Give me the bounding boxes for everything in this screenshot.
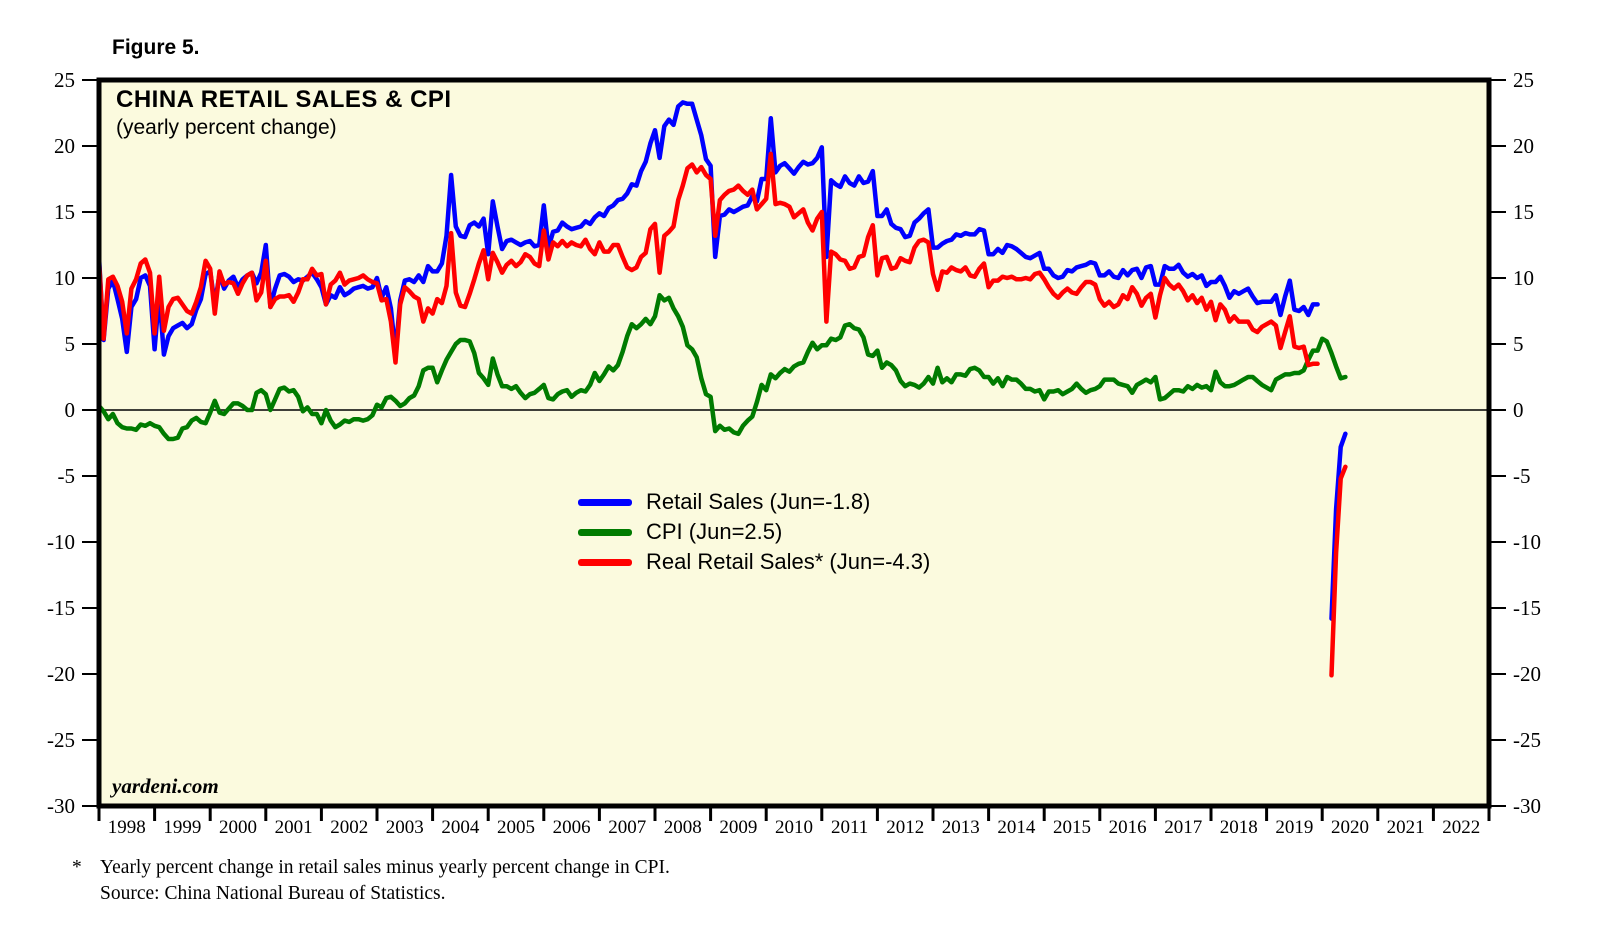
y-axis: 25 25 20 20 15 15 10 10 5 5 0 0 -5 -5 -10 -10 -15 -15 -20 -… bbox=[47, 68, 1541, 818]
cpi-line-swatch bbox=[578, 528, 632, 536]
footnote: * Yearly percent change in retail sales … bbox=[72, 855, 670, 907]
x-axis-label: 2006 bbox=[553, 817, 591, 838]
y-axis-label-left: 20 bbox=[54, 134, 75, 158]
y-axis-label-right: -5 bbox=[1513, 464, 1531, 488]
x-axis-label: 2017 bbox=[1164, 817, 1202, 838]
legend-label-real-retail-sales: Real Retail Sales* (Jun=-4.3) bbox=[646, 549, 931, 574]
y-axis-label-left: -30 bbox=[47, 794, 75, 818]
x-axis-label: 2007 bbox=[608, 817, 646, 838]
x-axis-label: 2009 bbox=[719, 817, 757, 838]
legend-row-cpi: CPI (Jun=2.5) bbox=[578, 517, 930, 547]
x-axis-label: 2014 bbox=[997, 817, 1036, 838]
x-axis-label: 2021 bbox=[1387, 817, 1425, 838]
y-axis-label-left: 5 bbox=[65, 332, 76, 356]
x-axis-label: 2012 bbox=[886, 817, 924, 838]
footnote-line-1: Yearly percent change in retail sales mi… bbox=[100, 857, 670, 878]
x-axis-label: 2004 bbox=[441, 817, 480, 838]
x-axis-label: 2022 bbox=[1442, 817, 1480, 838]
legend-label-retail-sales: Retail Sales (Jun=-1.8) bbox=[646, 489, 871, 514]
legend-label-cpi: CPI (Jun=2.5) bbox=[646, 519, 783, 544]
y-axis-label-left: 25 bbox=[54, 68, 75, 92]
x-axis-label: 2000 bbox=[219, 817, 257, 838]
y-axis-label-right: -30 bbox=[1513, 794, 1541, 818]
x-axis-label: 2005 bbox=[497, 817, 535, 838]
x-axis-label: 2020 bbox=[1331, 817, 1369, 838]
figure-label: Figure 5. bbox=[112, 36, 200, 59]
y-axis-label-left: -10 bbox=[47, 530, 75, 554]
y-axis-label-right: 20 bbox=[1513, 134, 1534, 158]
chart-subtitle: (yearly percent change) bbox=[116, 116, 337, 139]
y-axis-label-right: 10 bbox=[1513, 266, 1534, 290]
x-axis-label: 2011 bbox=[831, 817, 868, 838]
watermark: yardeni.com bbox=[112, 774, 219, 798]
footnote-line-2: Source: China National Bureau of Statist… bbox=[100, 883, 446, 904]
retail-sales-line-swatch bbox=[578, 498, 632, 506]
y-axis-label-right: 25 bbox=[1513, 68, 1534, 92]
y-axis-label-right: 15 bbox=[1513, 200, 1534, 224]
series-line-cpi bbox=[99, 292, 1348, 442]
y-axis-label-left: -20 bbox=[47, 662, 75, 686]
x-axis-label: 2002 bbox=[330, 817, 368, 838]
x-axis-label: 1999 bbox=[163, 817, 201, 838]
x-axis-label: 2016 bbox=[1109, 817, 1147, 838]
x-axis-label: 1998 bbox=[108, 817, 146, 838]
x-axis-label: 2015 bbox=[1053, 817, 1091, 838]
legend: Retail Sales (Jun=-1.8) CPI (Jun=2.5) Re… bbox=[578, 487, 930, 577]
y-axis-label-right: -15 bbox=[1513, 596, 1541, 620]
legend-row-real-retail-sales: Real Retail Sales* (Jun=-4.3) bbox=[578, 547, 930, 577]
x-axis-label: 2008 bbox=[664, 817, 702, 838]
y-axis-label-left: 15 bbox=[54, 200, 75, 224]
x-axis-label: 2001 bbox=[275, 817, 313, 838]
legend-row-retail-sales: Retail Sales (Jun=-1.8) bbox=[578, 487, 930, 517]
y-axis-label-right: -20 bbox=[1513, 662, 1541, 686]
y-axis-label-right: 0 bbox=[1513, 398, 1524, 422]
chart-title: CHINA RETAIL SALES & CPI bbox=[116, 86, 452, 113]
real-retail-sales-line-swatch bbox=[578, 558, 632, 566]
series-line-real-retail-sales bbox=[99, 151, 1348, 678]
x-axis: 1998 1999 2000 2001 2002 2003 2004 2005 2006 2007… bbox=[97, 808, 1491, 838]
y-axis-label-right: -25 bbox=[1513, 728, 1541, 752]
y-axis-label-left: -15 bbox=[47, 596, 75, 620]
x-axis-label: 2019 bbox=[1275, 817, 1313, 838]
y-axis-label-left: 10 bbox=[54, 266, 75, 290]
plot-border bbox=[96, 77, 1492, 809]
x-axis-label: 2010 bbox=[775, 817, 813, 838]
y-axis-label-left: -5 bbox=[58, 464, 76, 488]
series-group bbox=[99, 100, 1348, 678]
x-axis-label: 2018 bbox=[1220, 817, 1258, 838]
x-axis-label: 2013 bbox=[942, 817, 980, 838]
y-axis-label-right: 5 bbox=[1513, 332, 1524, 356]
y-axis-label-left: 0 bbox=[65, 398, 76, 422]
footnote-asterisk: * bbox=[72, 857, 82, 878]
x-axis-label: 2003 bbox=[386, 817, 424, 838]
y-axis-label-right: -10 bbox=[1513, 530, 1541, 554]
plot-background bbox=[99, 80, 1489, 806]
footnote-text: Yearly percent change in retail sales mi… bbox=[100, 855, 670, 907]
y-axis-label-left: -25 bbox=[47, 728, 75, 752]
